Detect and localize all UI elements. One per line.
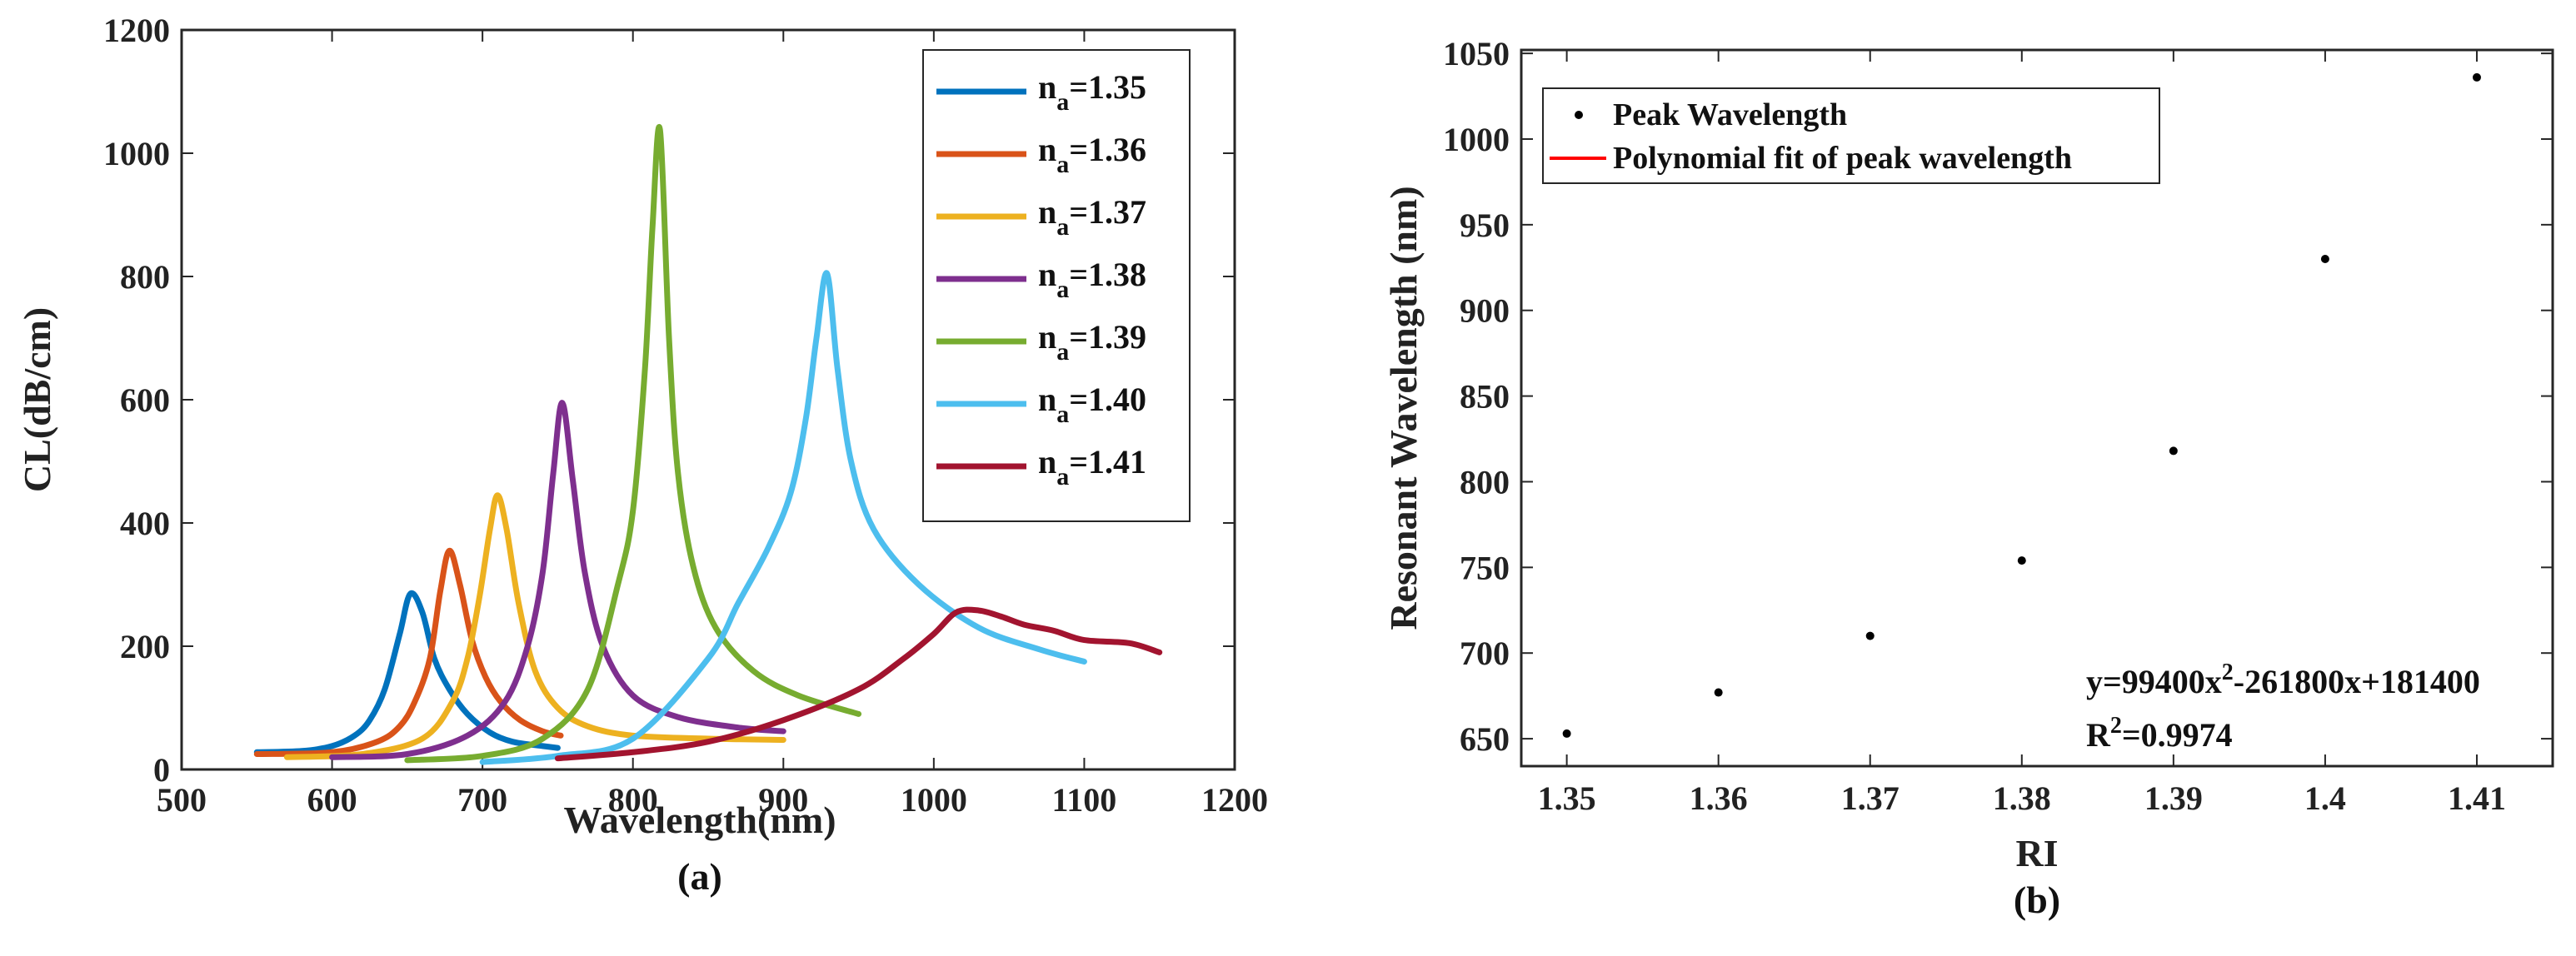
panel-a-x-tick-label: 800 xyxy=(608,781,658,819)
panel-b-y-tick-label: 950 xyxy=(1460,207,1510,244)
panel-b-y-tick-label: 650 xyxy=(1460,720,1510,758)
panel-b-x-tick-label: 1.4 xyxy=(2304,779,2346,817)
panel-a-x-tick-label: 600 xyxy=(307,781,357,819)
panel-b-y-tick-label: 800 xyxy=(1460,463,1510,500)
panel-a-x-tick-label: 900 xyxy=(758,781,808,819)
peak-wavelength-point xyxy=(2472,72,2481,82)
series-line-1-35 xyxy=(253,590,561,755)
series-line-1-41 xyxy=(554,606,1163,762)
panel-a-y-tick-label: 1000 xyxy=(103,135,170,172)
legend-label-1-38: na=1.38 xyxy=(1038,256,1146,303)
panel-b-y-tick-label: 700 xyxy=(1460,635,1510,672)
panel-a-chart: 0 200 400 600 800 1000 1200 500 600 700 800 900 100… xyxy=(16,12,1268,898)
legend-label-1-36: na=1.36 xyxy=(1038,131,1146,178)
panel-a-y-tick-label: 200 xyxy=(120,628,170,665)
panel-b-x-tick-label: 1.37 xyxy=(1841,779,1900,817)
panel-b-y-tick-label: 750 xyxy=(1460,549,1510,586)
peak-wavelength-point xyxy=(1714,688,1723,697)
legend-label-1-35: na=1.35 xyxy=(1038,68,1146,116)
panel-a-legend-box xyxy=(922,49,1191,522)
series-line-1-36 xyxy=(253,547,564,757)
legend-label-1-39: na=1.39 xyxy=(1038,318,1146,366)
peak-wavelength-point xyxy=(2320,255,2329,264)
panel-a-x-axis-title: Wavelength(nm) xyxy=(563,799,836,841)
panel-b-x-tick-label: 1.35 xyxy=(1538,779,1596,817)
peak-wavelength-point xyxy=(2169,446,2178,456)
legend-label-1-40: na=1.40 xyxy=(1038,381,1146,428)
panel-a-y-tick-label: 600 xyxy=(120,381,170,419)
panel-b-x-tick-label: 1.41 xyxy=(2448,779,2506,817)
panel-b-legend: Peak Wavelength Polynomial fit of peak w… xyxy=(1542,87,2160,184)
panel-a-caption: (a) xyxy=(677,855,722,898)
panel-b-y-tick-label: 1050 xyxy=(1443,35,1510,72)
panel-a-x-tick-label: 700 xyxy=(457,781,507,819)
peak-wavelength-point xyxy=(2017,556,2026,565)
legend-marker-peak-wavelength xyxy=(1575,111,1583,119)
fit-equation: y=99400x2-261800x+181400 xyxy=(2086,660,2480,700)
panel-b-caption: (b) xyxy=(2014,879,2060,921)
panel-a-x-tick-label: 500 xyxy=(157,781,207,819)
panel-b-x-axis-title: RI xyxy=(2015,832,2058,874)
panel-b-y-axis-title: Resonant Wavelength (nm) xyxy=(1382,186,1425,630)
panel-b-legend-box xyxy=(1542,87,2160,184)
panel-a-y-tick-label: 800 xyxy=(120,258,170,296)
panel-a-y-tick-label: 1200 xyxy=(103,12,170,49)
legend-label-1-37: na=1.37 xyxy=(1038,193,1146,241)
panel-a-x-tick-label: 1000 xyxy=(901,781,967,819)
legend-label-peak-wavelength: Peak Wavelength xyxy=(1613,97,1847,132)
panel-b-x-tick-label: 1.36 xyxy=(1690,779,1748,817)
panel-b-y-tick-label: 850 xyxy=(1460,378,1510,416)
panel-a-y-tick-label: 400 xyxy=(120,505,170,542)
series-line-1-39 xyxy=(404,124,862,764)
panel-b-y-tick-label: 900 xyxy=(1460,292,1510,330)
series-line-1-40 xyxy=(479,270,1087,765)
panel-a-x-tick-label: 1100 xyxy=(1052,781,1117,819)
panel-b-x-tick-label: 1.38 xyxy=(1993,779,2051,817)
series-line-1-37 xyxy=(283,492,786,760)
panel-b-x-tick-label: 1.39 xyxy=(2144,779,2203,817)
peak-wavelength-point xyxy=(1865,631,1875,640)
peak-wavelength-point xyxy=(1562,729,1571,738)
legend-label-1-41: na=1.41 xyxy=(1038,443,1146,490)
panel-b-chart: 650 700 750 800 850 900 950 1000 1050 1.35 1.36 1.… xyxy=(1382,35,2554,921)
legend-label-polynomial-fit: Polynomial fit of peak wavelength xyxy=(1613,141,2072,176)
panel-a-y-axis-title: CL(dB/cm) xyxy=(16,307,58,492)
panel-b-y-tick-label: 1000 xyxy=(1443,121,1510,158)
r-squared: R2=0.9974 xyxy=(2086,713,2233,754)
panel-a-y-tick-label: 0 xyxy=(153,751,170,789)
panel-a-x-tick-label: 1200 xyxy=(1201,781,1268,819)
panel-a-legend: na=1.35 na=1.36 na=1.37 na=1.38 na=1.39 na=1.… xyxy=(922,49,1191,522)
series-line-1-38 xyxy=(329,400,786,760)
